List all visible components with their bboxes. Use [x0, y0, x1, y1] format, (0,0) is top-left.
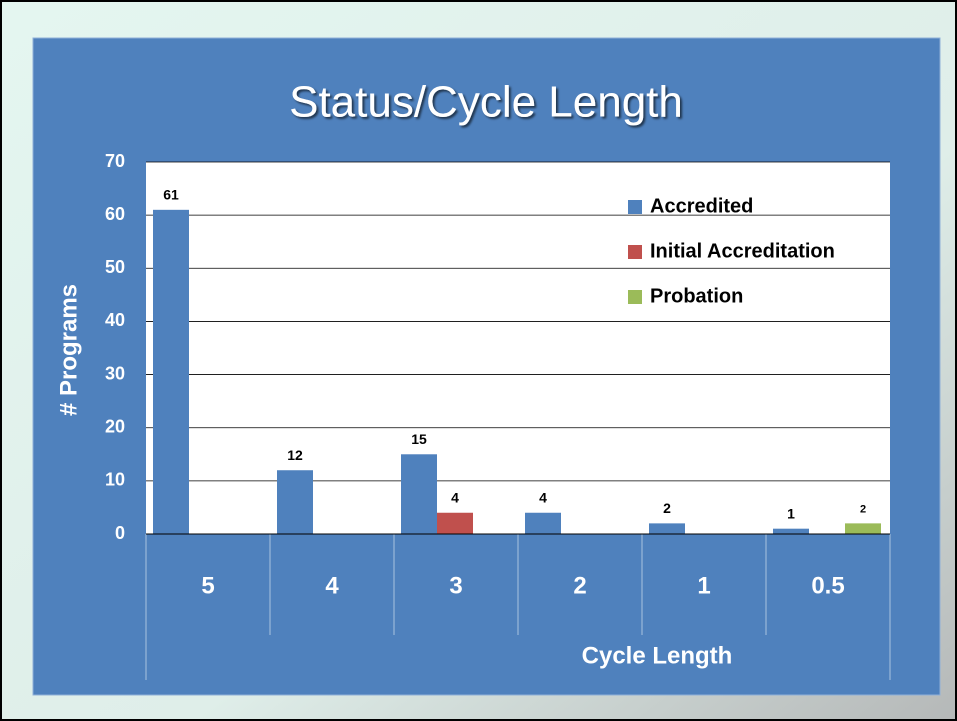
- x-axis-label: Cycle Length: [582, 642, 733, 669]
- y-tick-label: 30: [105, 363, 125, 383]
- bar: [773, 528, 809, 534]
- y-tick-label: 60: [105, 204, 125, 224]
- chart-title: Status/Cycle Length: [289, 78, 683, 127]
- bar: [649, 523, 685, 534]
- legend-swatch: [628, 245, 642, 259]
- data-label: 4: [539, 489, 547, 505]
- bar: [153, 209, 189, 535]
- y-tick-label: 40: [105, 310, 125, 330]
- y-tick-label: 0: [115, 523, 125, 543]
- data-label: 2: [860, 503, 866, 515]
- bar: [525, 512, 561, 534]
- legend-swatch: [628, 290, 642, 304]
- y-tick-label: 50: [105, 257, 125, 277]
- y-tick-label: 70: [105, 151, 125, 171]
- legend-label: Accredited: [650, 195, 753, 217]
- bar: [845, 523, 881, 534]
- x-tick-label: 4: [325, 572, 339, 599]
- x-tick-label: 2: [573, 572, 586, 599]
- bar: [437, 512, 473, 534]
- data-label: 2: [663, 500, 671, 516]
- legend-label: Probation: [650, 285, 743, 307]
- x-tick-label: 3: [449, 572, 462, 599]
- x-tick-label: 1: [697, 572, 710, 599]
- y-tick-label: 20: [105, 416, 125, 436]
- data-label: 4: [451, 489, 459, 505]
- plot-area: [146, 162, 890, 534]
- x-tick-label: 0.5: [811, 572, 844, 599]
- legend-swatch: [628, 200, 642, 214]
- bar: [401, 454, 437, 534]
- legend-label: Initial Accreditation: [650, 240, 835, 262]
- bar: [277, 470, 313, 534]
- x-tick-label: 5: [201, 572, 214, 599]
- y-axis-label: # Programs: [55, 284, 82, 416]
- data-label: 1: [787, 505, 795, 521]
- y-tick-label: 10: [105, 470, 125, 490]
- data-label: 15: [411, 431, 427, 447]
- data-label: 61: [163, 187, 179, 203]
- data-label: 12: [287, 447, 303, 463]
